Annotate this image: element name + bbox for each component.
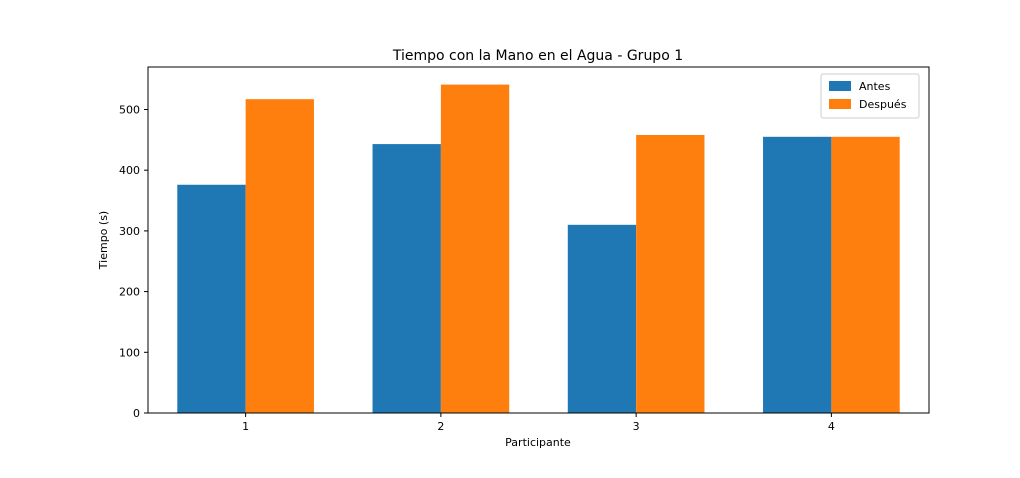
bar-despu-s-4 [831,136,900,413]
legend-label-1: Después [859,98,907,111]
x-tick-label: 2 [437,420,444,433]
legend-label-0: Antes [859,80,891,93]
chart-title: Tiempo con la Mano en el Agua - Grupo 1 [392,48,683,64]
y-tick-label: 400 [119,164,140,177]
y-tick-label: 500 [119,103,140,116]
y-tick-label: 300 [119,225,140,238]
bar-despu-s-1 [245,99,314,414]
legend-swatch-0 [829,81,851,91]
bar-despu-s-3 [636,134,705,414]
y-tick-label: 200 [119,286,140,299]
x-tick-label: 1 [242,420,249,433]
y-tick-label: 0 [133,407,140,420]
bar-antes-1 [177,184,246,413]
x-axis-label: Participante [505,436,571,449]
bar-despu-s-2 [440,84,510,413]
y-tick-label: 100 [119,346,140,359]
bar-antes-2 [372,144,441,413]
x-tick-label: 4 [828,420,835,433]
legend-swatch-1 [829,99,851,109]
x-tick-label: 3 [633,420,640,433]
plot-frame [147,66,930,414]
y-axis-label: Tiempo (s) [97,211,110,270]
legend: Antes Después [820,73,920,119]
bar-antes-4 [763,136,832,413]
bar-antes-3 [567,224,637,413]
plot-area: 0 100 200 300 400 500 1 2 3 4 [119,66,930,433]
